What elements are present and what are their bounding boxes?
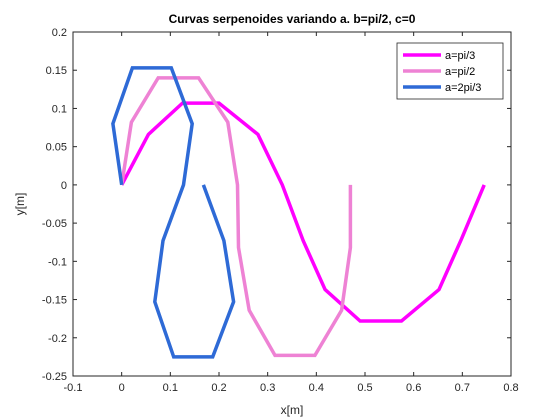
series-layer xyxy=(111,66,486,359)
chart-title: Curvas serpenoides variando a. b=pi/2, c… xyxy=(169,12,416,26)
axes-box xyxy=(72,31,512,377)
series-line-2 xyxy=(119,76,353,358)
legend: a=pi/3 a=pi/2 a=2pi/3 xyxy=(396,42,504,100)
y-tick-label: 0.1 xyxy=(52,103,67,115)
x-tick-label: 0.2 xyxy=(211,382,226,394)
y-tick-label: 0 xyxy=(61,180,67,192)
x-tick-label: 0.8 xyxy=(503,382,518,394)
legend-label-3: a=2pi/3 xyxy=(445,82,481,94)
x-axis-label: x[m] xyxy=(281,403,304,417)
x-tick-label: 0.1 xyxy=(163,382,178,394)
y-tick-label: 0.05 xyxy=(46,142,67,154)
x-tick-label: 0.7 xyxy=(455,382,470,394)
y-tick-label: -0.15 xyxy=(42,295,67,307)
y-tick-label: -0.25 xyxy=(42,371,67,383)
y-tick-label: -0.05 xyxy=(42,218,67,230)
y-tick-label: 0.15 xyxy=(46,65,67,77)
x-tick-label: 0.5 xyxy=(357,382,372,394)
x-tick-label: -0.1 xyxy=(64,382,83,394)
legend-label-1: a=pi/3 xyxy=(445,50,475,62)
x-tick-label: 0 xyxy=(119,382,125,394)
legend-label-2: a=pi/2 xyxy=(445,66,475,78)
y-tick-label: -0.2 xyxy=(48,333,67,345)
series-line-3 xyxy=(111,66,236,359)
x-tick-label: 0.3 xyxy=(260,382,275,394)
series-line-1 xyxy=(120,101,486,323)
y-tick-label: 0.2 xyxy=(52,27,67,39)
axes-layer: -0.1 0 0.1 0.2 0.3 0.4 0.5 0.6 0.7 0.8 -0.25 -0.2 -0… xyxy=(42,27,519,394)
x-tick-label: 0.6 xyxy=(406,382,421,394)
x-tick-label: 0.4 xyxy=(309,382,324,394)
y-axis-label: y[m] xyxy=(13,193,27,216)
y-tick-label: -0.1 xyxy=(48,256,67,268)
